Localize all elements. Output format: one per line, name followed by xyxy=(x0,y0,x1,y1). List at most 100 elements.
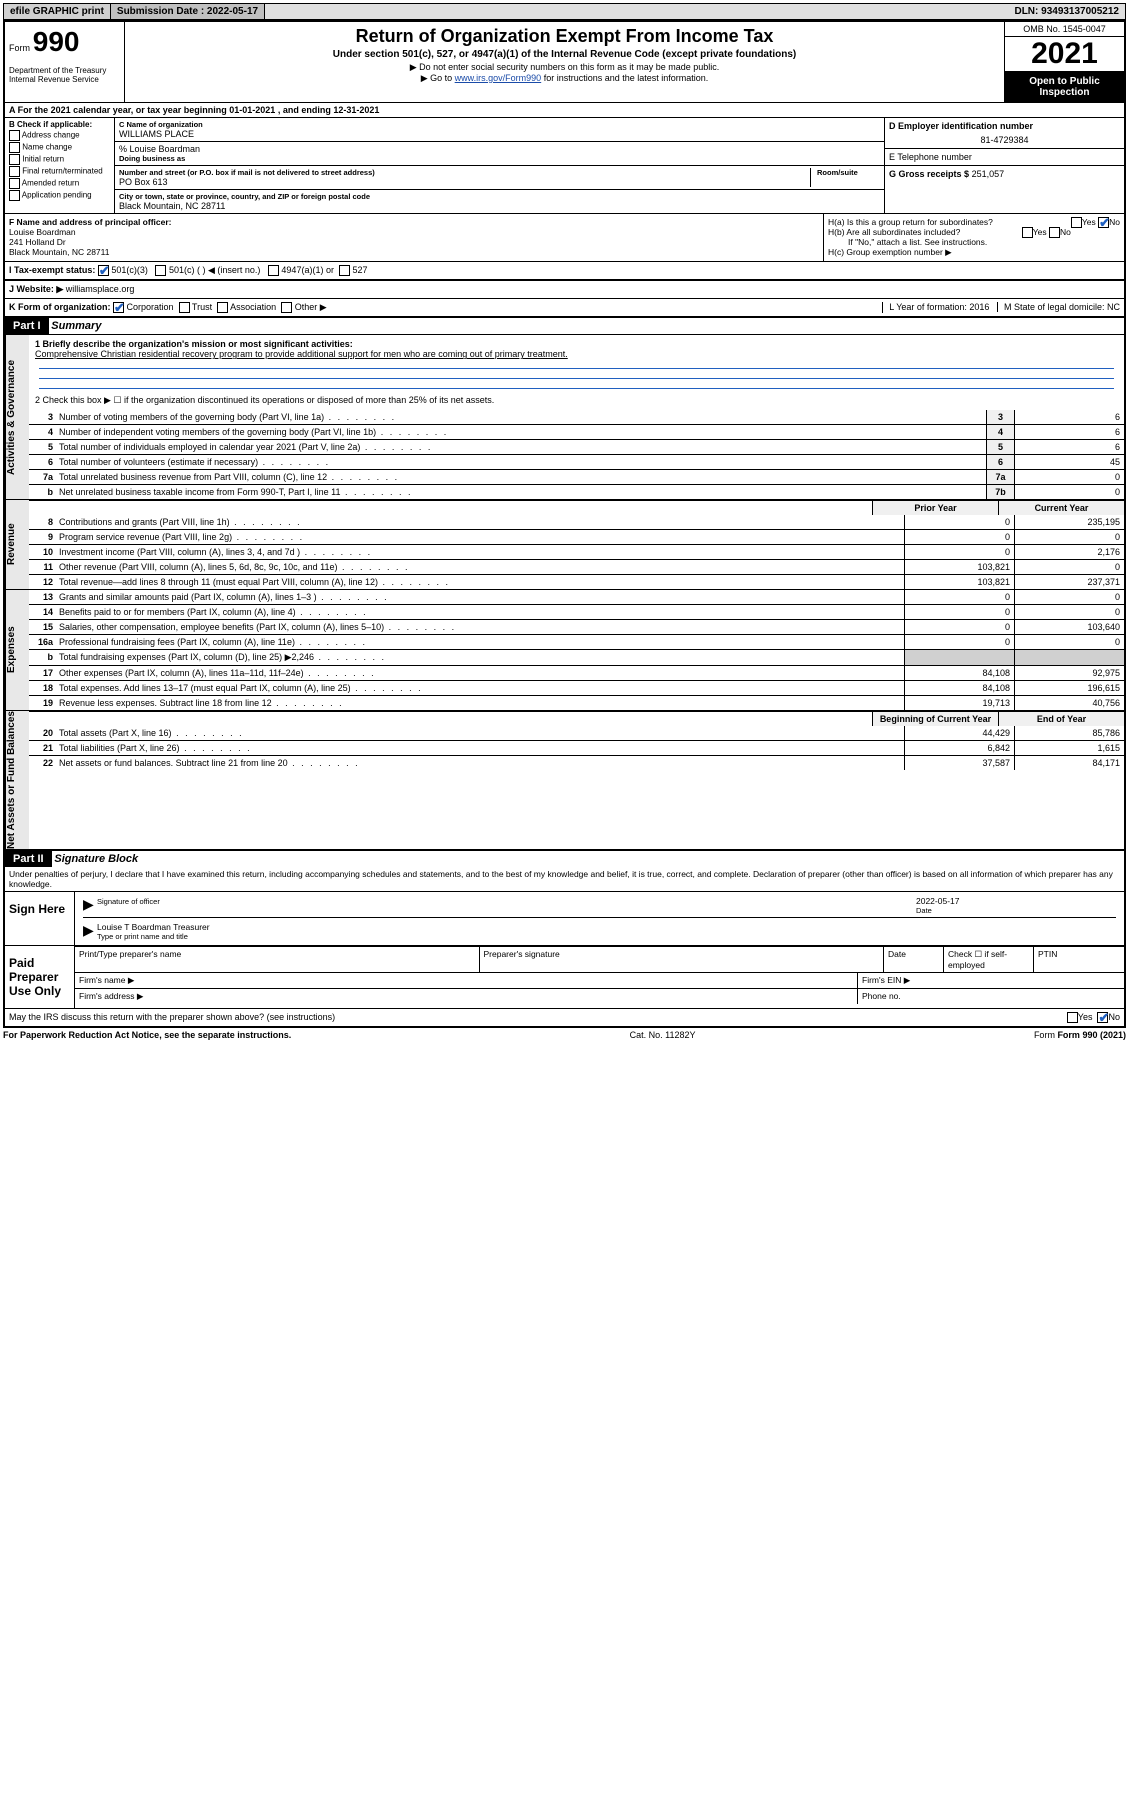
prep-self-employed[interactable]: Check ☐ if self-employed xyxy=(944,947,1034,972)
527-check[interactable] xyxy=(339,265,350,276)
irs-link[interactable]: www.irs.gov/Form990 xyxy=(455,73,542,83)
org-name: WILLIAMS PLACE xyxy=(119,129,880,139)
phone-label: E Telephone number xyxy=(889,152,972,162)
form-label: Form xyxy=(9,43,30,53)
sig-officer-label: Signature of officer xyxy=(97,897,160,906)
box-j: J Website: ▶ williamsplace.org xyxy=(9,284,1120,295)
box-b-title: B Check if applicable: xyxy=(9,120,110,129)
line1-label: 1 Briefly describe the organization's mi… xyxy=(35,339,353,349)
table-row: 18Total expenses. Add lines 13–17 (must … xyxy=(29,680,1124,695)
form-title: Return of Organization Exempt From Incom… xyxy=(129,26,1000,47)
cat-number: Cat. No. 11282Y xyxy=(630,1030,696,1040)
other-check[interactable] xyxy=(281,302,292,313)
prep-sig-label: Preparer's signature xyxy=(480,947,885,972)
table-row: 14Benefits paid to or for members (Part … xyxy=(29,604,1124,619)
addr-label: Number and street (or P.O. box if mail i… xyxy=(119,168,810,177)
prep-name-label: Print/Type preparer's name xyxy=(75,947,480,972)
check-final-return[interactable]: Final return/terminated xyxy=(9,166,110,177)
dln-label: DLN: 93493137005212 xyxy=(1008,4,1125,19)
check-amended[interactable]: Amended return xyxy=(9,178,110,189)
tax-year: 2021 xyxy=(1005,37,1124,72)
part2-title: Signature Block xyxy=(54,853,138,865)
tax-period-row: A For the 2021 calendar year, or tax yea… xyxy=(5,102,1124,117)
open-inspection: Open to Public Inspection xyxy=(1005,72,1124,102)
efile-print-button[interactable]: efile GRAPHIC print xyxy=(4,4,111,19)
footer-form: Form 990 (2021) xyxy=(1057,1030,1126,1040)
corp-check[interactable] xyxy=(113,302,124,313)
ruled-line xyxy=(39,359,1114,369)
ha-no-check[interactable] xyxy=(1098,217,1109,228)
arrow-icon xyxy=(421,73,430,83)
table-row: 7aTotal unrelated business revenue from … xyxy=(29,469,1124,484)
box-g: G Gross receipts $ 251,057 xyxy=(885,166,1124,182)
ruled-line xyxy=(39,369,1114,379)
trust-check[interactable] xyxy=(179,302,190,313)
h-c-label: H(c) Group exemption number ▶ xyxy=(828,247,1120,258)
period-mid: , and ending xyxy=(278,105,334,115)
line2-text: 2 Check this box ▶ ☐ if the organization… xyxy=(35,395,1118,406)
form-id-box: Form 990 Department of the Treasury Inte… xyxy=(5,22,125,102)
ruled-line xyxy=(39,379,1114,389)
arrow-icon: ▶ xyxy=(83,896,97,915)
footer-form-label: Form xyxy=(1034,1030,1058,1040)
note-goto-post: for instructions and the latest informat… xyxy=(541,73,708,83)
discuss-no-check[interactable] xyxy=(1097,1012,1108,1023)
note-goto-pre: Go to xyxy=(430,73,455,83)
year-formation: L Year of formation: 2016 xyxy=(889,302,989,312)
sig-date: 2022-05-17 xyxy=(916,896,1116,906)
table-row: 10Investment income (Part VIII, column (… xyxy=(29,544,1124,559)
table-row: 5Total number of individuals employed in… xyxy=(29,439,1124,454)
box-b: B Check if applicable: Address change Na… xyxy=(5,118,115,213)
header-right-box: OMB No. 1545-0047 2021 Open to Public In… xyxy=(1004,22,1124,102)
table-row: 8Contributions and grants (Part VIII, li… xyxy=(29,515,1124,529)
officer-addr1: 241 Holland Dr xyxy=(9,237,66,247)
box-d: D Employer identification number81-47293… xyxy=(885,118,1124,149)
org-name-label: C Name of organization xyxy=(119,120,880,129)
discuss-yes-check[interactable] xyxy=(1067,1012,1078,1023)
ha-yes-check[interactable] xyxy=(1071,217,1082,228)
table-row: 21Total liabilities (Part X, line 26)6,8… xyxy=(29,740,1124,755)
gross-label: G Gross receipts $ xyxy=(889,169,969,179)
type-name-label: Type or print name and title xyxy=(97,932,1116,941)
assoc-check[interactable] xyxy=(217,302,228,313)
table-row: 4Number of independent voting members of… xyxy=(29,424,1124,439)
sidebar-expenses: Expenses xyxy=(5,590,29,710)
prior-year-header: Prior Year xyxy=(872,501,998,515)
501c-check[interactable] xyxy=(155,265,166,276)
table-row: 11Other revenue (Part VIII, column (A), … xyxy=(29,559,1124,574)
501c3-check[interactable] xyxy=(98,265,109,276)
page-footer: For Paperwork Reduction Act Notice, see … xyxy=(3,1028,1126,1040)
check-address-change[interactable]: Address change xyxy=(9,130,110,141)
gross-value: 251,057 xyxy=(972,169,1005,179)
dept-label: Department of the Treasury Internal Reve… xyxy=(9,66,120,84)
table-row: 22Net assets or fund balances. Subtract … xyxy=(29,755,1124,770)
check-initial-return[interactable]: Initial return xyxy=(9,154,110,165)
table-row: bTotal fundraising expenses (Part IX, co… xyxy=(29,649,1124,665)
box-f: F Name and address of principal officer:… xyxy=(5,214,824,261)
hb-no-check[interactable] xyxy=(1049,227,1060,238)
check-pending[interactable]: Application pending xyxy=(9,190,110,201)
firm-ein-label: Firm's EIN ▶ xyxy=(858,973,1124,988)
table-row: bNet unrelated business taxable income f… xyxy=(29,484,1124,499)
table-row: 6Total number of volunteers (estimate if… xyxy=(29,454,1124,469)
h-b-note: If "No," attach a list. See instructions… xyxy=(828,237,1120,247)
care-of: % Louise Boardman xyxy=(119,144,880,154)
part2-header: Part II xyxy=(5,851,52,867)
website-value: williamsplace.org xyxy=(66,284,135,294)
hb-yes-check[interactable] xyxy=(1022,227,1033,238)
arrow-icon xyxy=(410,62,419,72)
end-year-header: End of Year xyxy=(998,712,1124,726)
table-row: 17Other expenses (Part IX, column (A), l… xyxy=(29,665,1124,680)
officer-name: Louise Boardman xyxy=(9,227,76,237)
box-h: H(a) Is this a group return for subordin… xyxy=(824,214,1124,261)
check-name-change[interactable]: Name change xyxy=(9,142,110,153)
officer-printed-name: Louise T Boardman Treasurer xyxy=(97,922,1116,932)
tax-status-label: I Tax-exempt status: xyxy=(9,265,95,275)
form-number: 990 xyxy=(33,26,80,57)
part1-header: Part I xyxy=(5,318,49,334)
box-i: I Tax-exempt status: 501(c)(3) 501(c) ( … xyxy=(9,265,1120,276)
table-row: 12Total revenue—add lines 8 through 11 (… xyxy=(29,574,1124,589)
4947-check[interactable] xyxy=(268,265,279,276)
h-b-label: H(b) Are all subordinates included? xyxy=(828,227,960,237)
firm-addr-label: Firm's address ▶ xyxy=(75,989,858,1004)
